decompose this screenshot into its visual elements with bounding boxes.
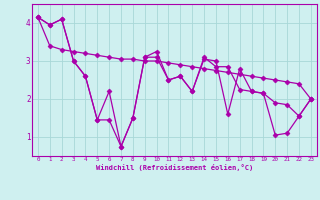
- X-axis label: Windchill (Refroidissement éolien,°C): Windchill (Refroidissement éolien,°C): [96, 164, 253, 171]
